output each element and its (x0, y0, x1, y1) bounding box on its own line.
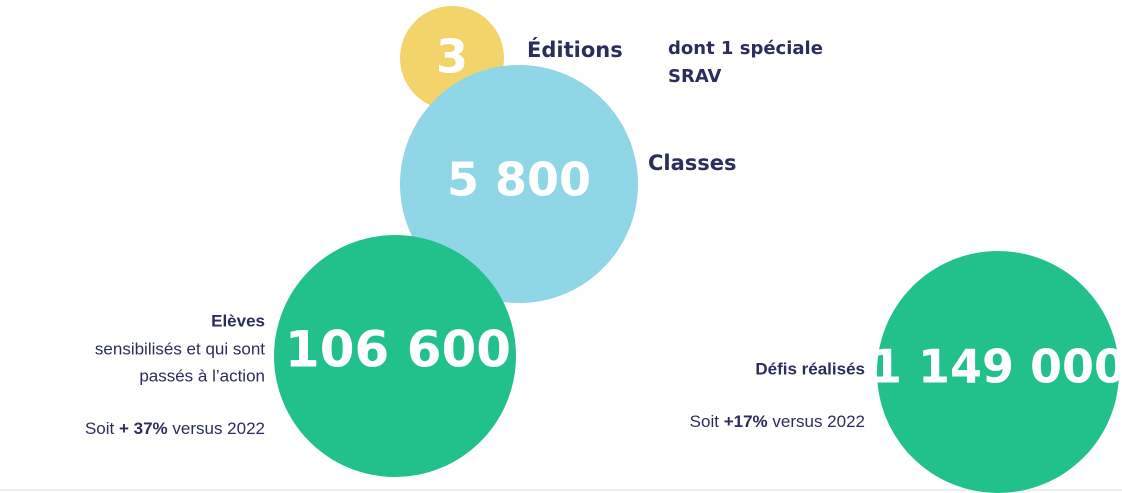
comparison-value: + 37% (119, 419, 168, 438)
editions-number: 3 (436, 30, 468, 84)
classes-label: Classes (648, 151, 737, 175)
editions-note: dont 1 spéciale (668, 38, 823, 59)
eleves-label: Elèves (211, 311, 265, 330)
editions-note: SRAV (668, 66, 722, 87)
comparison-suffix: versus 2022 (768, 412, 865, 431)
defis-label: Défis réalisés (755, 359, 865, 378)
comparison-value: +17% (724, 412, 768, 431)
defis-comparison: Soit +17% versus 2022 (690, 412, 865, 431)
eleves-comparison: Soit + 37% versus 2022 (85, 419, 265, 438)
comparison-suffix: versus 2022 (168, 419, 265, 438)
comparison-prefix: Soit (85, 419, 119, 438)
eleves-circle (274, 235, 516, 477)
defis-number: 1 149 000 (870, 340, 1122, 394)
classes-circle (400, 65, 638, 303)
eleves-desc: passés à l’action (139, 366, 265, 385)
eleves-desc: sensibilisés et qui sont (95, 339, 265, 358)
eleves-number: 106 600 (285, 321, 511, 379)
classes-number: 5 800 (447, 153, 591, 207)
editions-label: Éditions (527, 37, 623, 62)
comparison-prefix: Soit (690, 412, 724, 431)
defis-circle (877, 251, 1119, 493)
